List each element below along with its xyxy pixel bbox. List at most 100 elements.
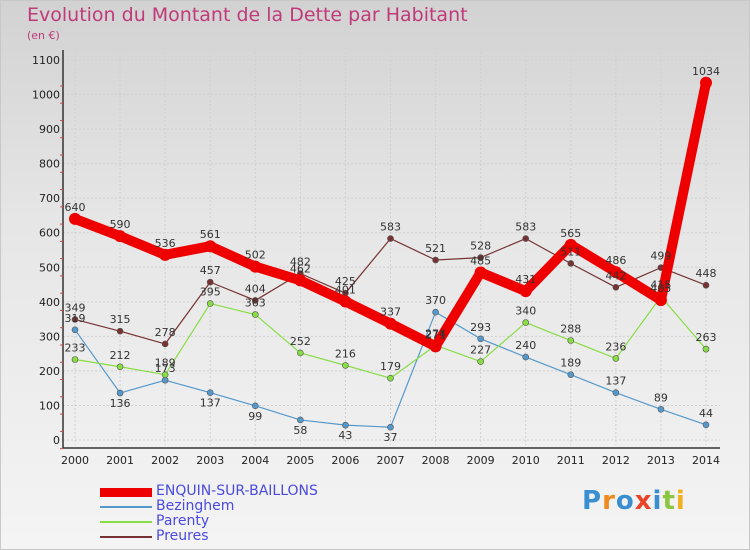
data-point [294, 274, 307, 287]
data-point [249, 260, 262, 273]
data-label: 521 [425, 242, 446, 255]
data-label: 240 [515, 339, 536, 352]
data-point [612, 284, 620, 291]
data-point [342, 362, 349, 369]
axes: 0 100 200 300 400 500 600 700 800 900 1000 1100 2000… [32, 50, 720, 467]
data-label: 252 [290, 335, 311, 348]
data-label: 173 [155, 362, 176, 375]
data-label: 561 [200, 228, 221, 241]
series-group [69, 76, 712, 431]
data-point [702, 281, 710, 289]
data-label: 337 [380, 306, 401, 319]
data-label: 485 [470, 254, 491, 267]
data-label: 363 [245, 297, 266, 310]
data-point [116, 327, 124, 335]
data-point [522, 319, 530, 326]
y-tick-label: 800 [39, 158, 60, 171]
data-point [159, 248, 172, 261]
x-tick-label: 2001 [106, 454, 134, 467]
y-tick-label: 900 [39, 123, 60, 136]
data-label: 37 [384, 431, 398, 444]
x-tick-label: 2014 [692, 454, 720, 467]
data-label: 189 [560, 357, 581, 370]
chart-subtitle: (en €) [27, 29, 60, 42]
data-label: 137 [200, 397, 221, 410]
x-tick-label: 2005 [286, 454, 314, 467]
legend-label: Bezinghem [156, 498, 235, 514]
data-point [477, 358, 484, 365]
x-tick-label: 2008 [422, 454, 450, 467]
data-label: 482 [290, 255, 311, 268]
data-label: 315 [110, 313, 131, 326]
data-label: 44 [699, 407, 713, 420]
data-point [387, 374, 394, 382]
data-point [657, 405, 665, 413]
data-point [567, 337, 575, 344]
data-label: 216 [335, 347, 356, 360]
logo-letter: t [662, 486, 676, 516]
data-label: 565 [560, 227, 581, 240]
data-label: 415 [650, 279, 671, 292]
data-point [387, 423, 394, 431]
data-label: 189 [155, 357, 176, 370]
data-point [432, 256, 439, 264]
data-point [71, 326, 79, 334]
logo-letter: i [652, 486, 663, 516]
data-label: 274 [425, 327, 446, 340]
data-label: 89 [654, 391, 668, 404]
y-tick-label: 200 [39, 365, 60, 378]
data-point [161, 340, 169, 348]
y-tick-label: 0 [53, 434, 60, 447]
data-label: 405 [650, 282, 671, 295]
data-label: 340 [515, 305, 536, 318]
data-label: 457 [200, 264, 221, 277]
legend-label: Preures [156, 528, 209, 544]
data-label: 448 [696, 267, 717, 280]
data-point [429, 340, 442, 353]
data-label: 442 [605, 269, 626, 282]
data-label: 179 [380, 360, 401, 373]
data-point [161, 371, 169, 379]
legend-item: Preures [100, 528, 400, 545]
y-tick-label: 600 [39, 227, 60, 240]
data-point [700, 76, 712, 89]
logo-letter: i [675, 486, 686, 516]
x-tick-label: 2007 [377, 454, 405, 467]
data-point [654, 294, 667, 307]
data-point [612, 389, 620, 396]
legend-swatch [100, 536, 152, 538]
chart-title: Evolution du Montant de la Dette par Hab… [27, 4, 468, 26]
data-point [702, 345, 710, 353]
data-point [387, 235, 394, 242]
data-point [477, 335, 484, 343]
logo-letter: x [634, 486, 653, 516]
data-label: 271 [425, 328, 446, 341]
data-label: 99 [248, 410, 262, 423]
x-tick-label: 2011 [557, 454, 585, 467]
data-point [251, 402, 259, 410]
legend-swatch [100, 487, 152, 497]
x-tick-label: 2009 [467, 454, 495, 467]
data-label: 1034 [692, 65, 720, 78]
y-tick-label: 400 [39, 296, 60, 309]
data-point [384, 317, 397, 330]
logo-letter: r [602, 486, 616, 516]
data-label: 590 [110, 218, 131, 231]
data-point [297, 416, 304, 424]
data-point [612, 355, 620, 362]
legend-swatch [100, 506, 152, 508]
data-point [116, 363, 124, 371]
x-tick-label: 2013 [647, 454, 675, 467]
data-label: 583 [515, 221, 536, 234]
data-point [69, 212, 81, 225]
data-label: 640 [65, 201, 86, 214]
data-label: 486 [605, 254, 626, 267]
data-point [114, 230, 127, 243]
data-label: 431 [515, 273, 536, 286]
data-point [567, 371, 575, 379]
data-label: 528 [470, 240, 491, 253]
data-label: 370 [425, 294, 446, 307]
data-point [206, 389, 214, 396]
data-point [477, 254, 484, 261]
data-label: 319 [65, 312, 86, 325]
